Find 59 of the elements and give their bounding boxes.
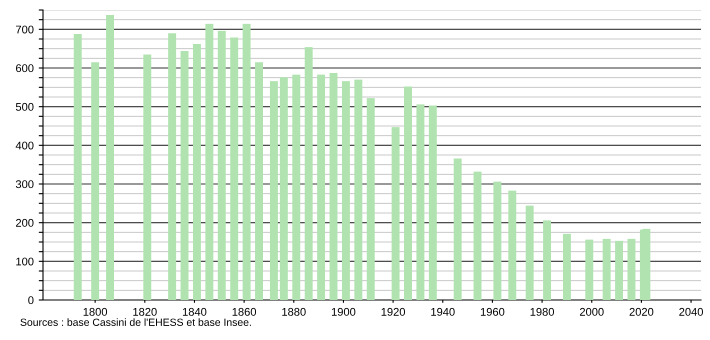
bar [270,81,278,300]
bar [242,24,251,300]
x-tick-label: 1820 [133,308,157,316]
bar [304,47,313,300]
y-tick-label: 100 [16,258,34,266]
bar [143,54,152,300]
y-tick-label: 300 [16,180,34,188]
bar [526,206,534,300]
bar [91,62,100,300]
y-tick-label: 700 [16,26,34,34]
y-tick-label: 200 [16,218,34,227]
bar [330,73,338,300]
bar [416,104,424,300]
bar [106,15,114,300]
x-tick-label: 1800 [84,308,108,316]
bar [392,127,400,300]
x-tick-label: 1960 [480,308,504,316]
bar [180,50,189,300]
y-tick-label: 500 [16,102,34,111]
x-tick-label: 1940 [431,308,455,316]
x-tick-label: 1860 [232,308,256,316]
source-note: Sources : base Cassini de l'EHESS et base Insee. [20,318,251,326]
bar [454,158,462,300]
bar [562,234,571,300]
bar [280,77,288,300]
x-tick-label: 2000 [580,308,604,316]
bar [218,30,226,300]
bar [292,74,300,300]
x-tick-label: 1840 [182,308,206,316]
bar [205,24,214,300]
bar [602,238,611,300]
bar [255,62,263,300]
bar [628,238,636,300]
bar [74,34,82,300]
y-tick-label: 0 [28,296,34,304]
bar [366,98,375,300]
bar [404,86,412,300]
bar [230,37,238,300]
bar [428,106,437,300]
bar [585,240,594,300]
x-tick-label: 2020 [630,308,654,316]
bar [168,33,176,300]
x-tick-label: 1980 [530,308,554,316]
bar [543,220,552,300]
y-tick-label: 400 [16,142,34,150]
bar [342,81,350,300]
bar [474,172,482,300]
bar [642,228,650,300]
x-tick-label: 1880 [282,308,306,316]
x-tick-label: 1900 [332,308,356,316]
bar [508,190,516,300]
y-tick-label: 600 [16,64,34,72]
bar [493,182,502,300]
x-tick-label: 1920 [382,308,406,316]
x-tick-label: 2040 [679,308,703,316]
bar [317,74,326,300]
bar [354,80,362,300]
bar [192,44,201,300]
bar [615,240,624,300]
